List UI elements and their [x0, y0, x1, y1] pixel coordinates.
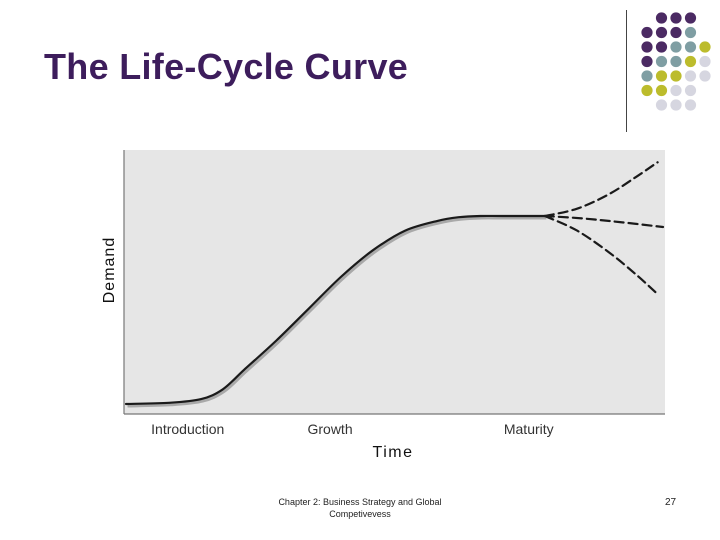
- y-axis-label: Demand: [101, 236, 118, 304]
- plot-area: [124, 150, 665, 414]
- series-line-life-cycle: [124, 214, 546, 406]
- decorative-divider-line: [626, 10, 627, 132]
- stage-label-maturity: Maturity: [503, 421, 554, 437]
- slide-title: The Life-Cycle Curve: [44, 46, 409, 87]
- slide-footer: Chapter 2: Business Strategy and Global …: [278, 497, 442, 519]
- x-axis-label: Time: [372, 444, 414, 461]
- stage-label-introduction: Introduction: [151, 421, 225, 437]
- series-shadow-life-cycle: [127, 216, 547, 408]
- page-number: 27: [665, 497, 677, 508]
- series-line-branch-up: [543, 161, 659, 218]
- stage-label-growth: Growth: [307, 421, 353, 437]
- series-line-branch-down: [543, 214, 659, 296]
- series-line-branch-flat: [543, 214, 665, 229]
